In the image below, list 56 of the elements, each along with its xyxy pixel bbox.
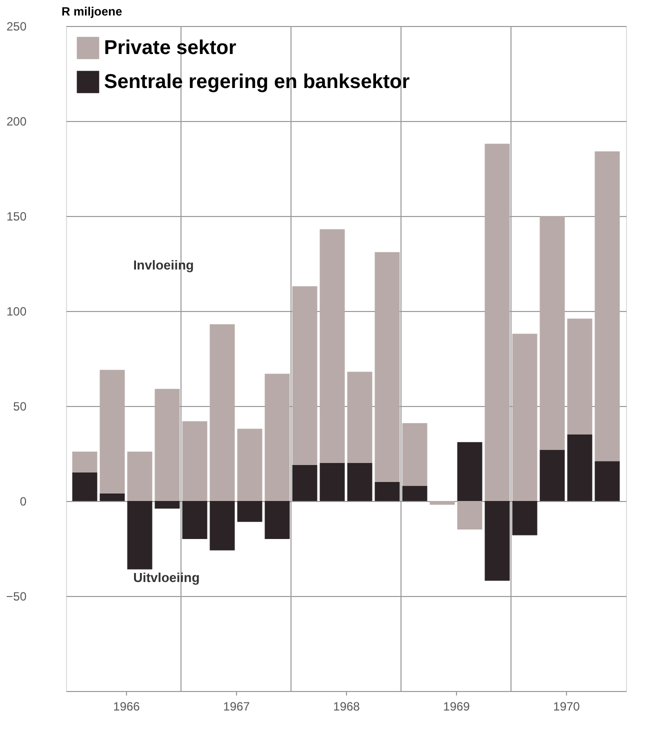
- y-axis-title: R miljoene: [62, 4, 123, 18]
- bar: [540, 450, 565, 501]
- bar: [594, 151, 620, 462]
- bar: [182, 501, 208, 539]
- bar: [512, 501, 538, 536]
- bar: [127, 452, 152, 501]
- bar: [430, 501, 455, 505]
- x-tick-label: 1969: [443, 700, 470, 714]
- y-tick-label: 100: [6, 304, 27, 318]
- x-tick-label: 1966: [113, 700, 140, 714]
- bar: [154, 388, 180, 501]
- bar: [100, 493, 125, 501]
- bar: [127, 501, 152, 570]
- x-tick-label: 1967: [223, 700, 250, 714]
- bar: [237, 428, 262, 501]
- y-tick-label: 0: [20, 494, 27, 508]
- bar: [594, 461, 620, 501]
- y-tick-label: 200: [6, 114, 27, 128]
- bar: [540, 216, 565, 450]
- bar: [402, 423, 428, 486]
- bar: [374, 482, 400, 501]
- bar: [320, 463, 345, 501]
- bar: [457, 501, 482, 530]
- y-tick-label: −50: [6, 590, 27, 604]
- annotation: Uitvloeiing: [133, 570, 200, 585]
- bar: [292, 286, 318, 465]
- bar: [402, 486, 428, 501]
- bar: [182, 421, 208, 501]
- bar: [512, 334, 538, 501]
- y-tick-label: 150: [6, 210, 27, 224]
- bar: [484, 501, 510, 581]
- bar: [347, 372, 372, 463]
- bar: [72, 452, 98, 472]
- bar: [347, 463, 372, 501]
- annotation: Invloeiing: [133, 257, 194, 272]
- bar: [484, 144, 510, 501]
- bar: [154, 501, 180, 509]
- bar: [567, 434, 592, 501]
- bar: [320, 229, 345, 463]
- y-tick-label: 250: [6, 20, 27, 34]
- legend-label: Sentrale regering en banksektor: [104, 71, 410, 93]
- bar: [567, 318, 592, 434]
- bar: [457, 442, 482, 501]
- legend-label: Private sektor: [104, 37, 237, 59]
- x-tick-label: 1970: [553, 700, 580, 714]
- bar: [72, 472, 98, 501]
- bar: [374, 252, 400, 482]
- bar: [210, 501, 235, 550]
- bar: [264, 374, 290, 501]
- bar: [292, 464, 318, 501]
- y-tick-label: 50: [13, 400, 27, 414]
- bar: [210, 324, 235, 501]
- bar: [264, 501, 290, 539]
- x-tick-label: 1968: [333, 700, 360, 714]
- bar: [237, 501, 262, 522]
- bar: [100, 370, 125, 494]
